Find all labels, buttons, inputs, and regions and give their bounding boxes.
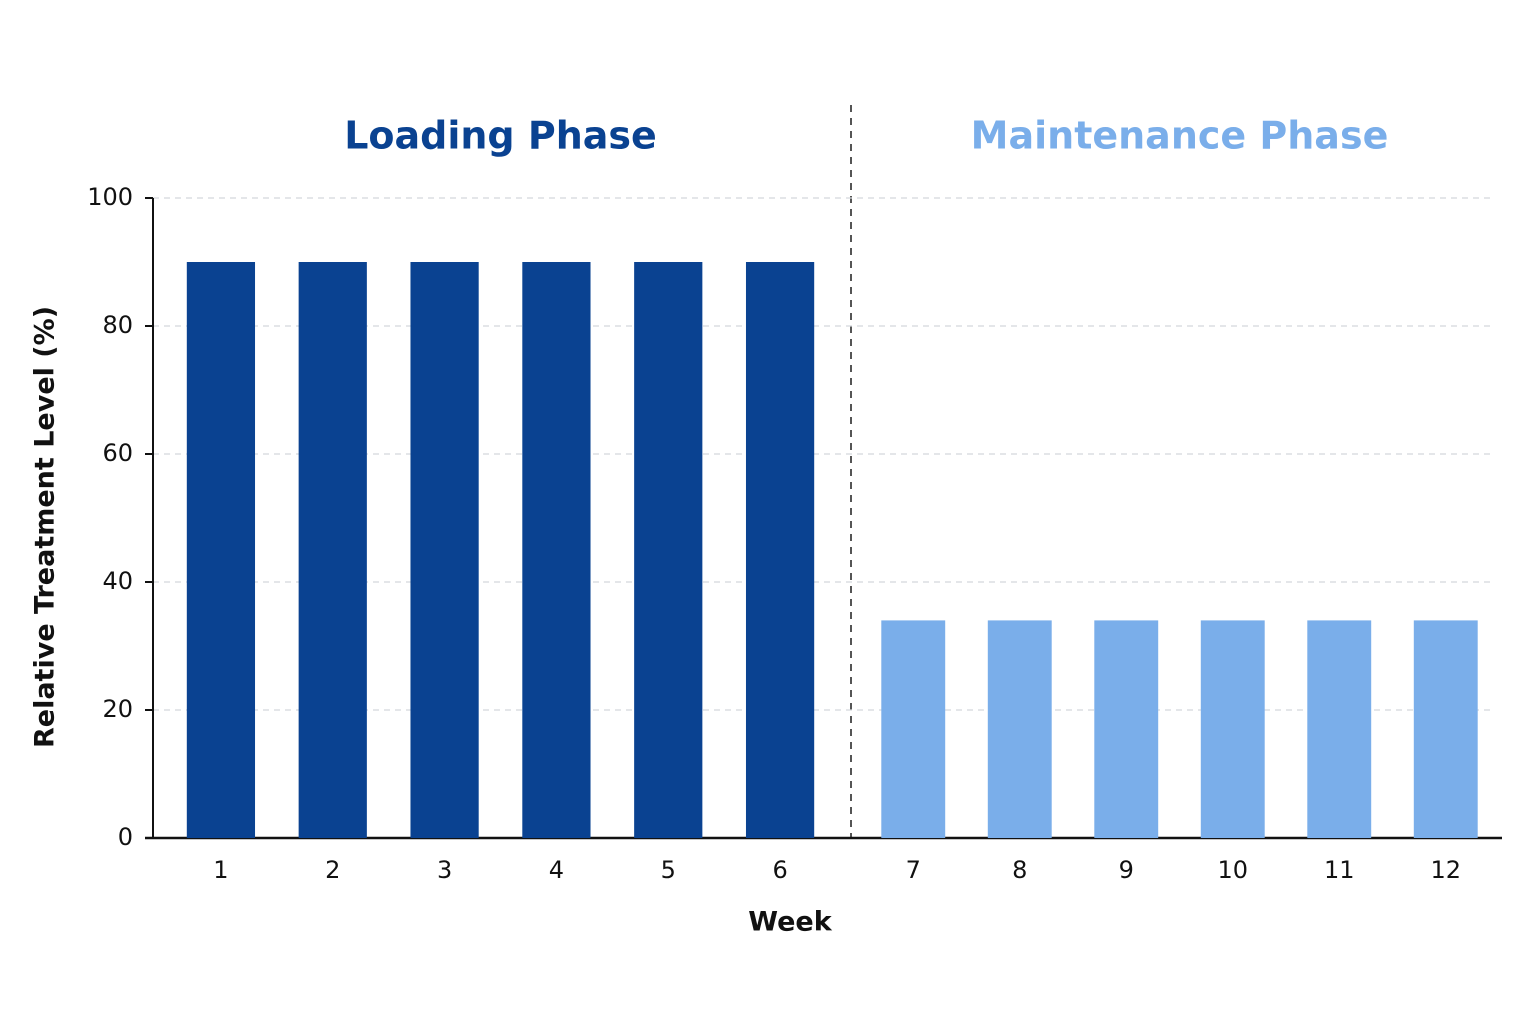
x-tick-label: 9 (1119, 856, 1134, 884)
phase-label: Loading Phase (344, 114, 657, 158)
y-axis-title: Relative Treatment Level (%) (30, 306, 61, 748)
bar (522, 262, 591, 838)
bar (298, 262, 367, 838)
y-tick-label: 0 (118, 823, 133, 851)
bar (987, 620, 1052, 838)
bar (410, 262, 479, 838)
x-tick-label: 6 (772, 856, 787, 884)
bar (1307, 620, 1372, 838)
bar (881, 620, 946, 838)
y-tick-label: 100 (87, 183, 133, 211)
y-tick-label: 80 (102, 311, 133, 339)
x-tick-label: 10 (1217, 856, 1248, 884)
bar (1094, 620, 1159, 838)
bar (745, 262, 815, 838)
x-tick-label: 11 (1324, 856, 1355, 884)
x-axis-title: Week (748, 907, 832, 938)
y-tick-label: 60 (102, 439, 133, 467)
bar (186, 262, 256, 838)
x-tick-label: 2 (325, 856, 340, 884)
bar (634, 262, 703, 838)
y-tick-label: 40 (102, 567, 133, 595)
x-tick-label: 12 (1430, 856, 1461, 884)
phase-label: Maintenance Phase (971, 114, 1389, 158)
bar (1200, 620, 1265, 838)
x-tick-label: 8 (1012, 856, 1027, 884)
y-tick-label: 20 (102, 695, 133, 723)
x-tick-label: 7 (906, 856, 921, 884)
x-tick-label: 5 (661, 856, 676, 884)
x-tick-label: 4 (549, 856, 564, 884)
x-tick-label: 1 (213, 856, 228, 884)
x-tick-label: 3 (437, 856, 452, 884)
bar (1413, 620, 1478, 838)
